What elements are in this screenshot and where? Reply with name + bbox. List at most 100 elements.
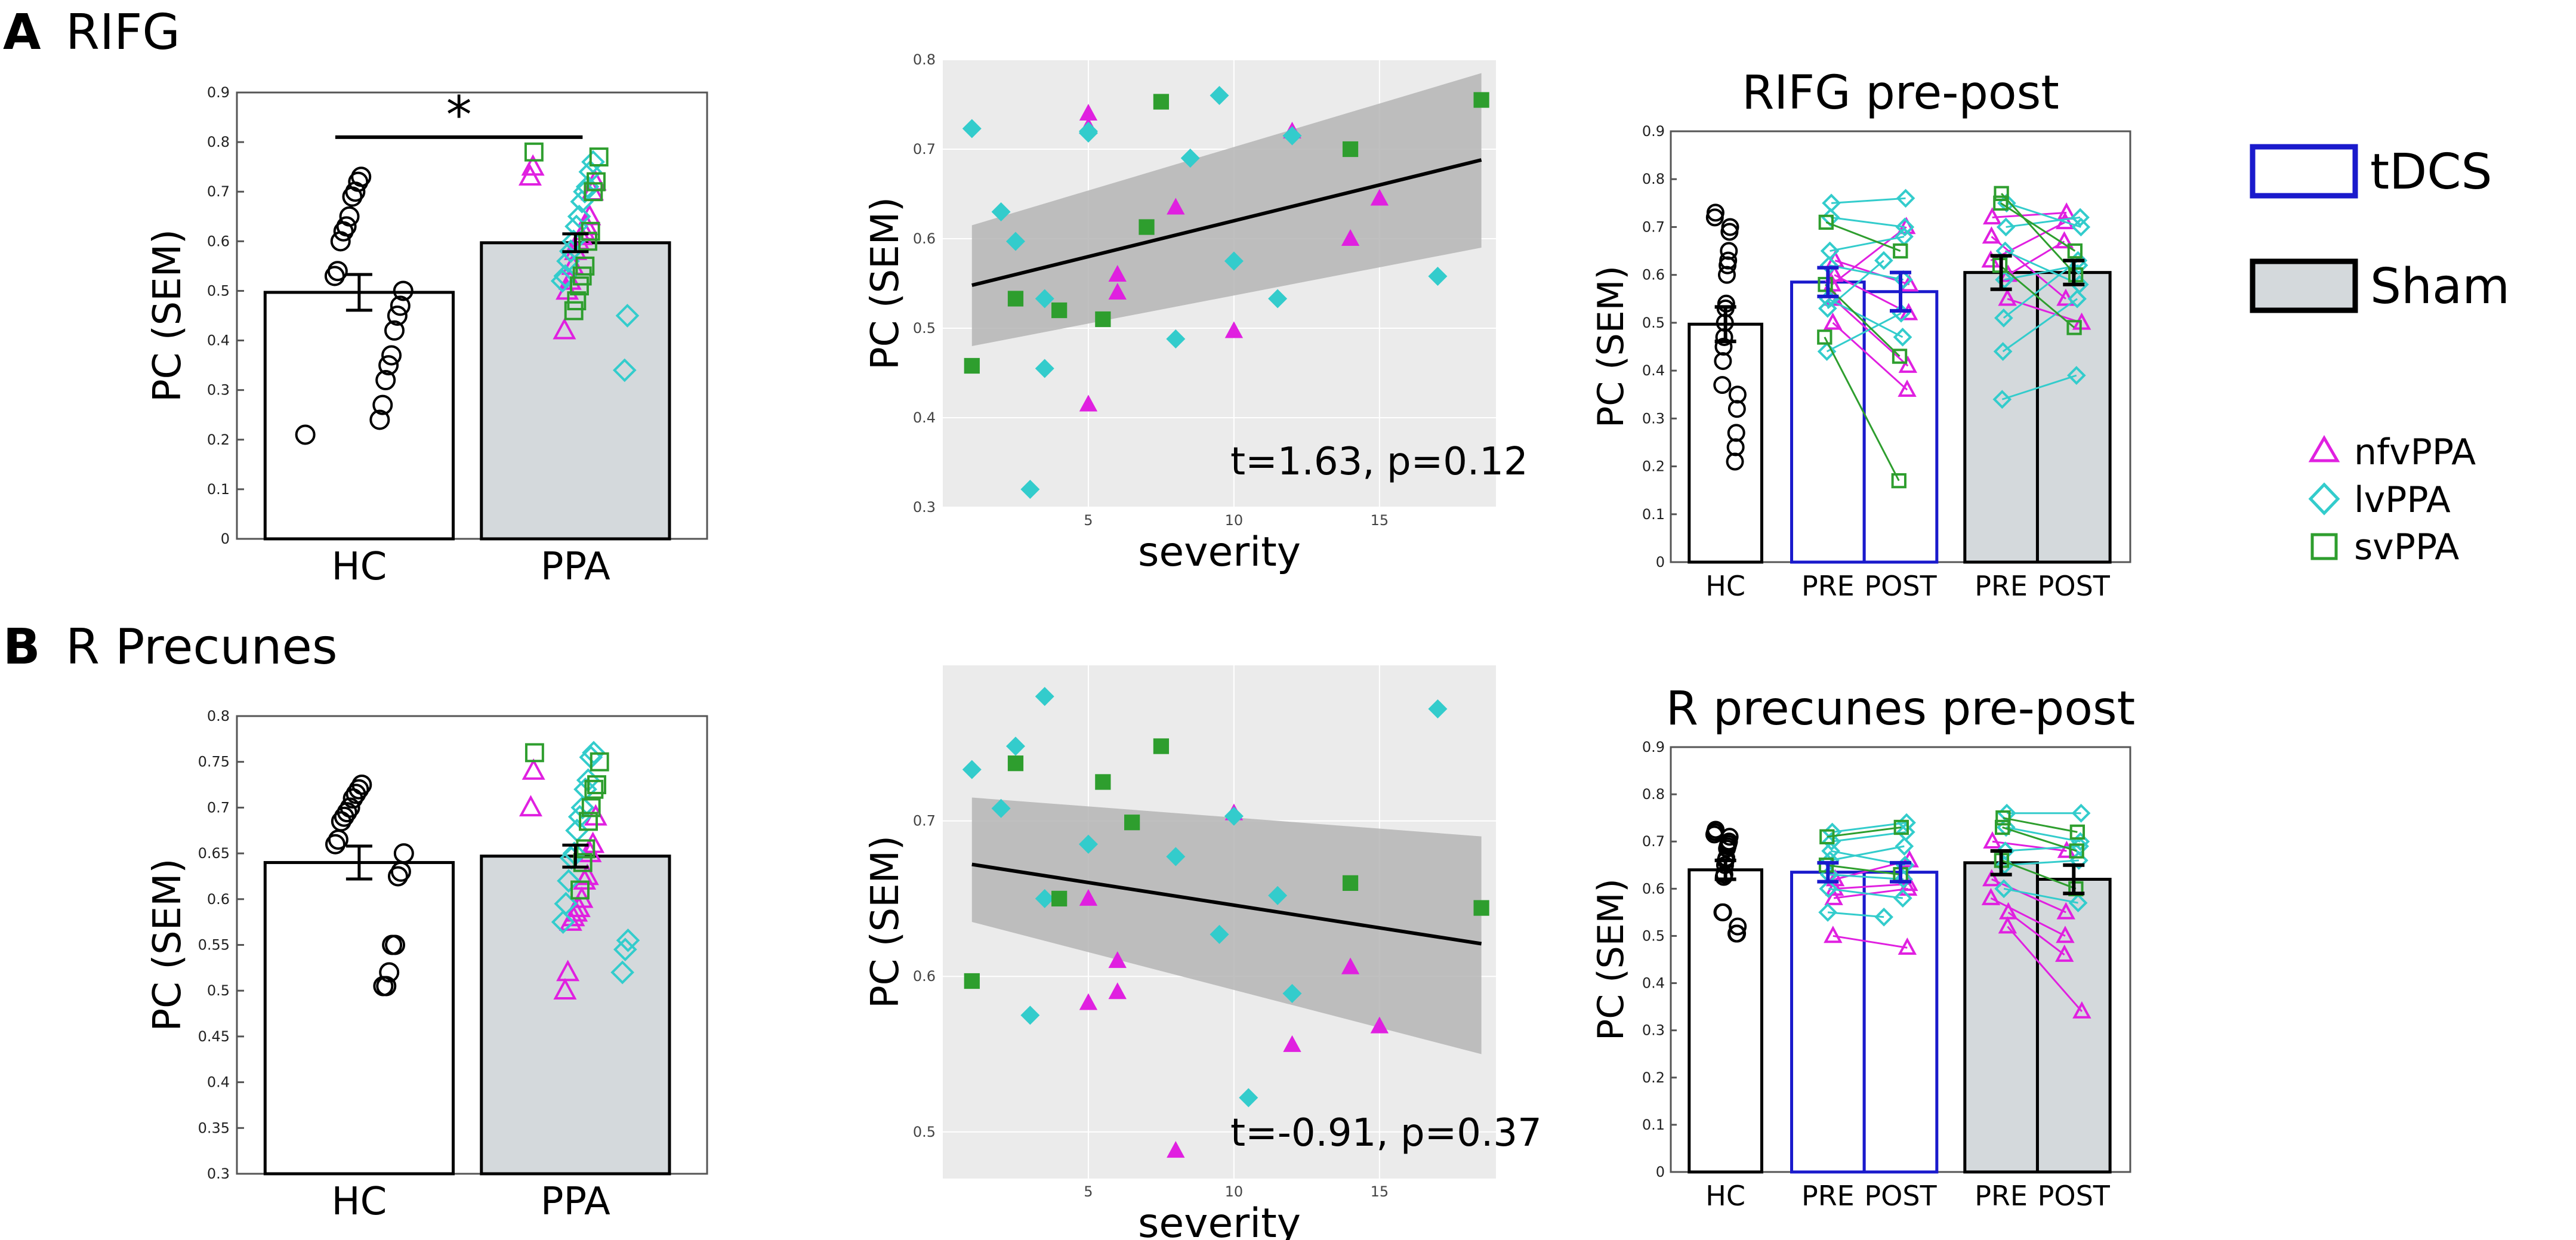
- data-point-lvppa: [1166, 847, 1186, 866]
- data-point-lvppa: [1035, 359, 1054, 378]
- legend-tdcs-swatch: [2250, 144, 2358, 199]
- data-point-lvppa-post: [1874, 251, 1893, 270]
- y-tick-label: 0.4: [207, 1074, 230, 1091]
- data-point-nfvppa: [1370, 1016, 1389, 1034]
- data-point-lvppa: [612, 358, 637, 383]
- data-point-svppa: [1124, 815, 1140, 831]
- data-point-nfvppa: [1167, 198, 1185, 215]
- data-point-nfvppa: [1370, 189, 1389, 206]
- data-point-nfvppa: [518, 164, 542, 186]
- data-point-svppa: [572, 266, 592, 286]
- pair-line-svppa: [1999, 264, 2075, 329]
- y-tick-label: 0.2: [1642, 458, 1665, 475]
- data-point-hc: [333, 221, 354, 242]
- data-point-lvppa-pre: [1822, 832, 1841, 852]
- data-point-svppa: [581, 798, 601, 818]
- data-point-svppa: [1153, 94, 1170, 110]
- pair-line-lvppa: [1831, 197, 1906, 204]
- pair-line-lvppa: [2006, 216, 2081, 228]
- pair-line-lvppa: [1828, 887, 1904, 899]
- data-point-lvppa-post: [1894, 869, 1913, 889]
- data-point-svppa: [1007, 291, 1024, 307]
- pair-line-nfvppa: [2007, 911, 2065, 956]
- data-point-lvppa-post: [1895, 837, 1914, 856]
- data-point-svppa: [564, 301, 584, 320]
- pair-line-lvppa: [1830, 236, 1905, 252]
- data-point-lvppa: [581, 150, 605, 174]
- data-point-svppa-post: [2066, 320, 2082, 335]
- data-point-svppa-post: [2067, 243, 2083, 259]
- data-point-lvppa: [1035, 889, 1054, 908]
- x-tick-label: 15: [1371, 512, 1389, 529]
- data-point-svppa-post: [1893, 819, 1909, 835]
- data-point-svppa: [1473, 900, 1489, 916]
- bar-tdcs-pre: [1790, 871, 1866, 1174]
- data-point-hc: [325, 834, 345, 855]
- data-point-lvppa-pre: [1817, 342, 1837, 361]
- data-point-lvppa: [1166, 329, 1186, 348]
- data-point-nfvppa-post: [2056, 902, 2075, 920]
- data-point-lvppa-pre: [1818, 903, 1837, 922]
- pair-line-lvppa: [2002, 298, 2078, 353]
- y-tick-label: 0.3: [207, 1165, 230, 1182]
- legend-tdcs-label: tDCS: [2370, 144, 2492, 201]
- data-point-lvppa: [991, 798, 1011, 818]
- pair-line-nfvppa: [2007, 926, 2083, 1013]
- data-point-hc: [1714, 352, 1732, 371]
- data-point-lvppa-pre: [1818, 298, 1837, 318]
- pair-line-nfvppa: [2007, 298, 2083, 324]
- data-point-lvppa: [578, 160, 603, 184]
- data-point-nfvppa: [1108, 982, 1127, 1000]
- y-tick-label: 0.6: [913, 230, 936, 247]
- data-point-nfvppa-pre: [1998, 264, 2018, 282]
- y-tick-label: 0.1: [1642, 1116, 1665, 1133]
- x-tick-label: PRE: [1801, 1180, 1855, 1212]
- data-point-nfvppa: [1341, 957, 1360, 974]
- data-point-lvppa-pre: [1992, 390, 2012, 409]
- pair-line-svppa: [1827, 826, 1902, 838]
- data-point-svppa-post: [1892, 348, 1908, 364]
- data-point-svppa: [525, 743, 544, 763]
- y-tick-label: 0.4: [207, 332, 230, 349]
- data-point-lvppa: [573, 180, 597, 204]
- stats-annotation: t=1.63, p=0.12: [1230, 440, 1528, 484]
- y-tick-label: 0.2: [1642, 1069, 1665, 1086]
- data-point-lvppa: [1180, 149, 1200, 168]
- y-tick-label: 0.6: [207, 891, 230, 908]
- data-point-lvppa: [615, 304, 640, 328]
- data-point-lvppa: [570, 795, 595, 820]
- pair-line-lvppa: [1829, 874, 1904, 881]
- data-point-lvppa: [1020, 1005, 1040, 1025]
- data-point-hc: [390, 861, 411, 882]
- chart-rifg-severity-scatter: 5 10 15 0.3 0.4 0.5 0.6 0.7 0.8 t=1.63, p=0.12 sev…: [863, 51, 1528, 576]
- data-point-svppa: [581, 221, 600, 241]
- data-point-hc: [382, 934, 403, 955]
- y-tick-label: 0.55: [198, 937, 230, 954]
- data-point-hc: [1727, 924, 1745, 943]
- data-point-nfvppa-pre: [1824, 926, 1843, 943]
- data-point-svppa-post: [1891, 473, 1906, 489]
- data-point-svppa: [1051, 302, 1068, 319]
- chart-rifg-pre-post: 0 0.1 0.2 0.3 0.4 0.5 0.6 0.7 0.8 0.9 HC PRE POST PRE…: [1590, 66, 2131, 602]
- chart-title: R precunes pre-post: [1666, 682, 2135, 736]
- data-point-hc: [345, 784, 366, 804]
- data-point-svppa: [1473, 92, 1489, 108]
- data-point-svppa: [964, 357, 980, 374]
- legend-lvppa-marker: [2308, 482, 2340, 516]
- pair-line-nfvppa: [1834, 883, 1909, 890]
- data-point-nfvppa-pre: [1998, 288, 2017, 306]
- data-point-svppa: [587, 172, 606, 192]
- data-point-nfvppa-pre: [1825, 878, 1844, 896]
- y-tick-label: 0.5: [207, 282, 230, 299]
- data-point-hc: [328, 829, 348, 850]
- confidence-band: [971, 797, 1482, 1054]
- data-point-svppa: [584, 182, 603, 202]
- data-point-lvppa: [962, 760, 982, 779]
- data-point-svppa-post: [2068, 267, 2084, 283]
- regression-line: [971, 158, 1482, 287]
- y-tick-label: 0.8: [1642, 786, 1665, 803]
- chart-rifg-hc-vs-ppa: 0 0.1 0.2 0.3 0.4 0.5 0.6 0.7 0.8 0.9 HC PPA * PC (SE…: [146, 84, 708, 589]
- y-axis-label: PC (SEM): [863, 197, 908, 370]
- data-point-lvppa-post: [2068, 893, 2088, 912]
- legend-nfvppa-label: nfvPPA: [2354, 431, 2476, 473]
